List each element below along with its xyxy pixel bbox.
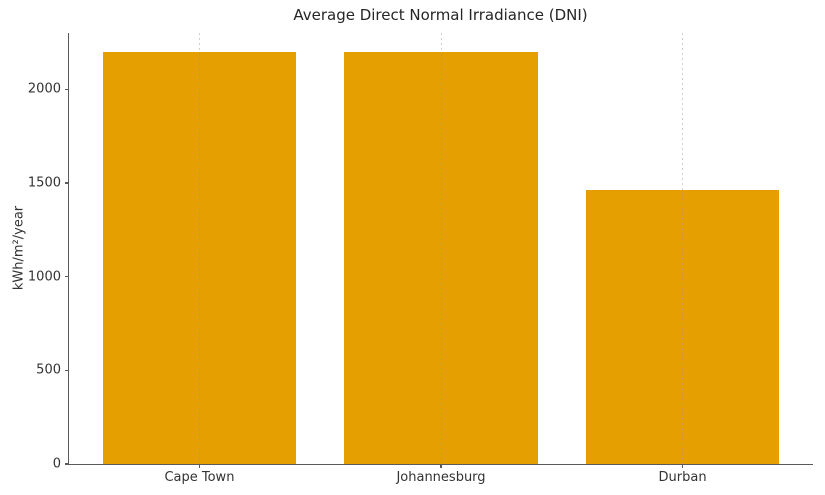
chart-title: Average Direct Normal Irradiance (DNI) [293, 6, 588, 24]
y-tick-mark [65, 275, 69, 278]
plot-area: 0 500 1000 1500 2000 Cape Town Johannesburg Dur… [28, 33, 813, 485]
bar-cape-town [102, 51, 297, 464]
vertical-gridline [198, 33, 200, 464]
y-tick-label: 500 [36, 362, 61, 378]
y-tick-mark [65, 88, 69, 90]
y-axis-label: kWh/m²/year [11, 205, 27, 291]
bar-durban [585, 190, 780, 464]
y-tick-label: 1500 [27, 175, 61, 191]
x-tick-label-cape-town: Cape Town [164, 470, 235, 485]
y-tick-mark [65, 463, 69, 465]
y-tick-label: 0 [52, 456, 61, 472]
vertical-gridline [682, 33, 684, 464]
x-tick-mark [681, 464, 684, 468]
x-tick-label-johannesburg: Johannesburg [396, 470, 486, 485]
vertical-gridline [440, 33, 442, 464]
y-tick-mark [65, 182, 69, 184]
bar-johannesburg [344, 51, 538, 464]
y-tick-label: 1000 [27, 269, 61, 285]
x-tick-mark [440, 464, 442, 468]
x-tick-label-durban: Durban [658, 470, 707, 485]
y-tick-mark [65, 369, 69, 371]
x-tick-mark [198, 464, 201, 468]
y-tick-label: 2000 [27, 81, 61, 97]
